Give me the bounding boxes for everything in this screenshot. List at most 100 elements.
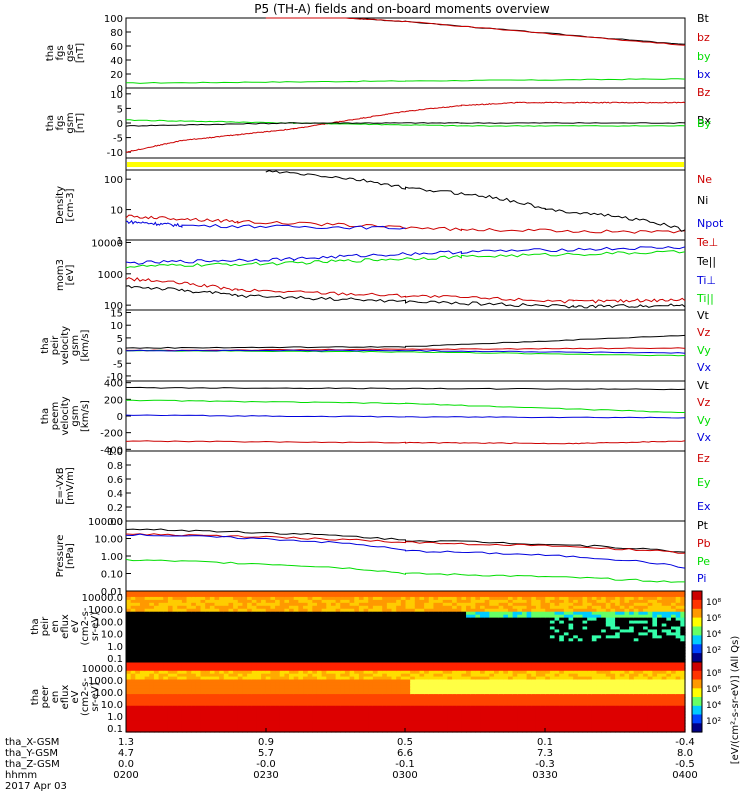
- heatmap-cell: [130, 656, 136, 660]
- heatmap-cell: [363, 720, 369, 724]
- heatmap-cell: [424, 644, 430, 648]
- heatmap-cell: [521, 623, 528, 628]
- heatmap-cell: [200, 656, 206, 660]
- heatmap-cell: [531, 635, 537, 639]
- heatmap-cell: [368, 664, 374, 669]
- heatmap-cell: [400, 720, 407, 724]
- heatmap-cell: [438, 688, 444, 692]
- heatmap-cell: [205, 694, 211, 698]
- heatmap-cell: [582, 653, 588, 657]
- heatmap-cell: [126, 593, 132, 598]
- heatmap-cell: [270, 708, 276, 713]
- heatmap-cell: [349, 699, 355, 704]
- heatmap-cell: [293, 667, 299, 672]
- heatmap-cell: [643, 605, 649, 610]
- heatmap-cell: [447, 714, 453, 719]
- y-axis-label: sr-eV): [90, 612, 101, 641]
- heatmap-cell: [349, 614, 355, 619]
- heatmap-cell: [321, 629, 327, 634]
- heatmap-cell: [135, 670, 141, 675]
- heatmap-cell: [372, 605, 379, 610]
- heatmap-cell: [130, 667, 136, 672]
- heatmap-cell: [298, 641, 304, 645]
- heatmap-cell: [442, 694, 449, 698]
- heatmap-cell: [591, 605, 598, 610]
- heatmap-cell: [219, 656, 225, 660]
- heatmap-cell: [205, 608, 211, 613]
- heatmap-cell: [568, 632, 574, 636]
- heatmap-cell: [358, 602, 365, 607]
- heatmap-cell: [186, 662, 192, 666]
- legend-entry: bz: [697, 31, 710, 44]
- heatmap-cell: [377, 699, 383, 704]
- heatmap-cell: [587, 635, 593, 639]
- heatmap-cell: [256, 667, 262, 672]
- heatmap-cell: [219, 676, 225, 681]
- heatmap-cell: [675, 659, 681, 663]
- heatmap-cell: [130, 682, 136, 686]
- heatmap-cell: [559, 659, 565, 663]
- heatmap-cell: [424, 705, 430, 710]
- heatmap-cell: [368, 644, 374, 648]
- heatmap-cell: [195, 608, 202, 613]
- heatmap-cell: [139, 697, 146, 701]
- heatmap-cell: [209, 697, 216, 701]
- heatmap-cell: [540, 593, 546, 598]
- heatmap-cell: [400, 611, 407, 616]
- heatmap-cell: [298, 629, 304, 634]
- heatmap-cell: [223, 717, 230, 721]
- heatmap-cell: [261, 717, 267, 721]
- y-axis-label: peir: [50, 335, 61, 355]
- heatmap-cell: [675, 641, 681, 645]
- heatmap-cell: [480, 720, 486, 724]
- y-axis-label: velocity: [60, 396, 71, 435]
- heatmap-cell: [223, 656, 230, 660]
- heatmap-cell: [298, 626, 304, 631]
- heatmap-cell: [209, 602, 216, 607]
- heatmap-cell: [410, 647, 416, 651]
- y-tick-label: 1.0: [107, 447, 123, 458]
- heatmap-cell: [144, 644, 150, 648]
- heatmap-cell: [447, 614, 453, 619]
- heatmap-cell: [484, 694, 490, 698]
- heatmap-cell: [139, 664, 146, 669]
- heatmap-cell: [470, 685, 476, 689]
- heatmap-cell: [223, 626, 230, 631]
- heatmap-cell: [414, 691, 421, 695]
- heatmap-cell: [358, 605, 365, 610]
- heatmap-cell: [554, 602, 560, 607]
- heatmap-cell: [340, 593, 346, 598]
- heatmap-cell: [442, 659, 449, 663]
- heatmap-cell: [172, 717, 178, 721]
- heatmap-cell: [242, 617, 248, 622]
- heatmap-cell: [303, 705, 309, 710]
- heatmap-cell: [289, 635, 295, 639]
- heatmap-cell: [610, 638, 616, 642]
- heatmap-cell: [526, 599, 532, 604]
- heatmap-cell: [438, 694, 444, 698]
- heatmap-cell: [251, 691, 258, 695]
- heatmap-cell: [438, 656, 444, 660]
- heatmap-cell: [321, 638, 327, 642]
- heatmap-cell: [414, 708, 421, 713]
- heatmap-cell: [149, 708, 155, 713]
- heatmap-cell: [433, 626, 439, 631]
- heatmap-cell: [195, 638, 202, 642]
- heatmap-cell: [396, 670, 402, 675]
- heatmap-cell: [480, 611, 486, 616]
- heatmap-cell: [172, 605, 178, 610]
- heatmap-cell: [447, 591, 453, 595]
- series-pt: [125, 528, 686, 553]
- heatmap-cell: [251, 638, 258, 642]
- heatmap-cell: [256, 723, 262, 727]
- heatmap-cell: [577, 617, 584, 622]
- heatmap-cell: [237, 659, 244, 663]
- heatmap-cell: [382, 620, 388, 625]
- heatmap-cell: [568, 602, 574, 607]
- heatmap-cell: [233, 602, 239, 607]
- heatmap-cell: [442, 697, 449, 701]
- heatmap-cell: [130, 717, 136, 721]
- heatmap-cell: [521, 641, 528, 645]
- heatmap-cell: [289, 653, 295, 657]
- heatmap-cell: [405, 623, 411, 628]
